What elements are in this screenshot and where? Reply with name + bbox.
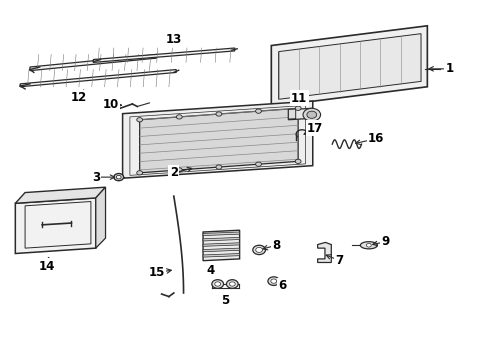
Polygon shape: [203, 248, 239, 252]
Text: 10: 10: [102, 98, 118, 111]
Polygon shape: [140, 108, 298, 173]
Text: 13: 13: [165, 33, 182, 46]
Circle shape: [216, 165, 222, 169]
Text: 15: 15: [148, 266, 164, 279]
Polygon shape: [271, 26, 427, 107]
Circle shape: [137, 171, 142, 175]
Polygon shape: [96, 187, 105, 248]
Polygon shape: [278, 34, 420, 99]
Text: 5: 5: [221, 294, 229, 307]
Text: 17: 17: [306, 122, 323, 135]
Circle shape: [255, 109, 261, 113]
Text: 12: 12: [70, 91, 87, 104]
Text: 6: 6: [278, 279, 286, 292]
Circle shape: [229, 282, 235, 286]
Polygon shape: [15, 198, 96, 253]
Text: 1: 1: [444, 62, 452, 75]
Circle shape: [303, 108, 320, 121]
Circle shape: [295, 106, 301, 111]
Circle shape: [176, 115, 182, 119]
Polygon shape: [122, 101, 312, 178]
Text: 16: 16: [367, 132, 384, 145]
Polygon shape: [203, 253, 239, 257]
Text: 14: 14: [39, 260, 55, 273]
Circle shape: [270, 279, 276, 283]
Circle shape: [255, 162, 261, 166]
Circle shape: [214, 282, 220, 286]
Text: 11: 11: [290, 92, 306, 105]
Circle shape: [295, 159, 301, 163]
Polygon shape: [317, 242, 330, 262]
Text: 4: 4: [206, 264, 214, 277]
Circle shape: [116, 175, 121, 179]
Circle shape: [216, 112, 222, 116]
Circle shape: [252, 245, 265, 255]
Circle shape: [255, 247, 262, 252]
Polygon shape: [20, 69, 176, 87]
Ellipse shape: [360, 242, 377, 249]
Polygon shape: [93, 48, 234, 62]
Circle shape: [267, 277, 279, 285]
Polygon shape: [203, 232, 239, 235]
Polygon shape: [288, 108, 312, 120]
Polygon shape: [288, 109, 295, 119]
Circle shape: [211, 280, 223, 288]
Polygon shape: [203, 230, 239, 261]
Circle shape: [226, 280, 238, 288]
Circle shape: [366, 243, 370, 247]
Text: 8: 8: [271, 239, 280, 252]
Text: 2: 2: [169, 166, 178, 179]
Circle shape: [114, 174, 123, 181]
Text: 3: 3: [92, 171, 100, 184]
Polygon shape: [30, 54, 157, 71]
Circle shape: [176, 168, 182, 172]
Circle shape: [137, 118, 142, 122]
Polygon shape: [203, 237, 239, 241]
Polygon shape: [203, 243, 239, 246]
Text: 9: 9: [381, 235, 389, 248]
Circle shape: [306, 111, 316, 118]
Text: 7: 7: [335, 254, 343, 267]
Polygon shape: [15, 187, 105, 203]
